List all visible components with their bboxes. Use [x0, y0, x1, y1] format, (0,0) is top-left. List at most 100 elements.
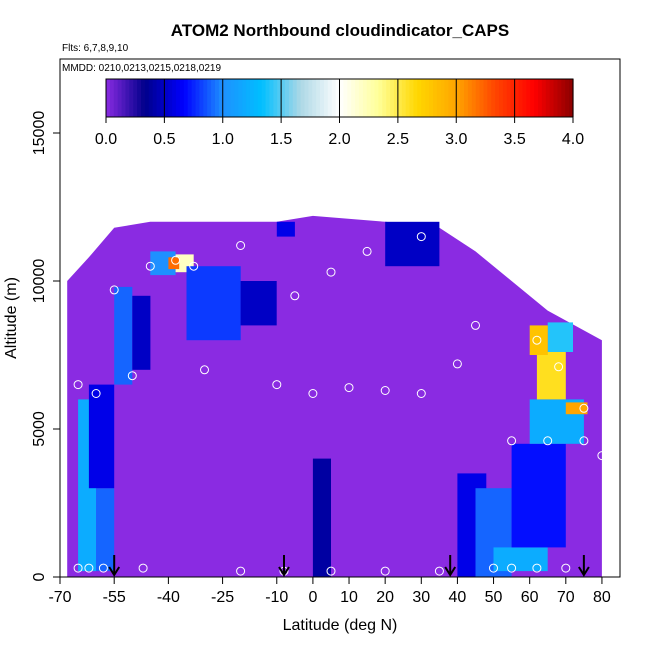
colorbar-segment — [456, 79, 461, 117]
colorbar-tick-label: 2.0 — [328, 131, 350, 148]
colorbar-segment — [269, 79, 274, 117]
colorbar-segment — [483, 79, 488, 117]
heatmap-layer — [67, 215, 602, 577]
y-tick-label: 10000 — [31, 259, 48, 304]
observation-point — [532, 335, 542, 345]
colorbar-tick-label: 0.5 — [153, 131, 175, 148]
colorbar-segment — [413, 79, 418, 117]
colorbar-segment — [366, 79, 372, 117]
heatmap-cell — [96, 488, 115, 572]
flights-note: Flts: 6,7,8,9,10 — [62, 43, 129, 54]
colorbar-segment — [409, 79, 415, 117]
heatmap-cell — [132, 295, 151, 370]
colorbar-segment — [491, 79, 496, 117]
observation-point — [73, 563, 83, 573]
colorbar-segment — [557, 79, 562, 117]
colorbar-segment — [358, 79, 364, 117]
x-tick-label: -10 — [265, 589, 288, 606]
observation-point — [98, 563, 108, 573]
colorbar-segment — [530, 79, 535, 117]
colorbar-segment — [199, 79, 204, 117]
heatmap-cell — [565, 402, 588, 415]
heatmap-cell — [385, 221, 440, 267]
observation-point — [138, 563, 148, 573]
colorbar-segment — [522, 79, 527, 117]
colorbar-segment — [222, 79, 228, 117]
colorbar-segment — [397, 79, 403, 117]
observation-point — [73, 380, 83, 390]
colorbar-segment — [339, 79, 344, 117]
colorbar-segment — [164, 79, 169, 117]
colorbar-segment — [156, 79, 162, 117]
observation-point — [290, 291, 300, 301]
colorbar-segment — [561, 79, 566, 117]
colorbar-segment — [432, 79, 438, 117]
observation-point — [145, 261, 155, 271]
heatmap-cell — [312, 458, 331, 577]
observation-point — [380, 386, 390, 395]
colorbar-segment — [214, 79, 220, 117]
y-axis-label: Altitude (m) — [3, 277, 20, 359]
colorbar-segment — [195, 79, 200, 117]
colorbar-segment — [288, 79, 294, 117]
observation-points — [73, 232, 607, 576]
observation-point — [73, 232, 83, 242]
heatmap-cell — [114, 286, 133, 385]
colorbar-segment — [308, 79, 313, 117]
observation-point — [507, 436, 517, 446]
observation-point — [416, 232, 426, 242]
observation-point — [171, 255, 181, 265]
x-tick-label: 30 — [412, 589, 430, 606]
observation-point — [471, 320, 480, 330]
heatmap-cell — [511, 443, 566, 548]
colorbar-segment — [331, 79, 337, 117]
colorbar-segment — [207, 79, 212, 117]
colorbar-segment — [545, 79, 551, 117]
heatmap-cell — [529, 325, 548, 355]
colorbar-segment — [327, 79, 333, 117]
x-axis: -70 -55 -40 -25 -10 0 10 20 30 40 50 60 70 80 — [48, 577, 611, 606]
colorbar-segment — [106, 79, 111, 117]
observation-point — [434, 566, 444, 576]
colorbar-segment — [518, 79, 524, 117]
observation-point — [308, 389, 318, 398]
colorbar-segment — [514, 79, 520, 117]
x-tick-label: 80 — [593, 589, 611, 606]
colorbar-segment — [144, 79, 150, 117]
colorbar-segment — [246, 79, 251, 117]
colorbar-segment — [281, 79, 286, 117]
colorbar-segment — [148, 79, 154, 117]
colorbar-segment — [253, 79, 259, 117]
observation-point — [579, 403, 589, 413]
colorbar-segment — [296, 79, 302, 117]
colorbar-segment — [312, 79, 317, 117]
colorbar-segment — [506, 79, 512, 117]
colorbar-segment — [191, 79, 197, 117]
colorbar-segment — [386, 79, 391, 117]
y-tick-label: 0 — [31, 572, 48, 581]
colorbar-tick-label: 3.5 — [504, 131, 526, 148]
observation-point — [597, 451, 607, 461]
flight-arrows — [108, 555, 590, 577]
colorbar-segment — [370, 79, 376, 117]
colorbar-segment — [569, 79, 574, 117]
y-tick-label: 5000 — [31, 411, 48, 447]
observation-point — [489, 563, 498, 573]
colorbar-segment — [362, 79, 368, 117]
colorbar-segment — [526, 79, 531, 117]
observation-point — [507, 563, 517, 573]
colorbar-segment — [510, 79, 516, 117]
colorbar-segment — [495, 79, 500, 117]
colorbar-segment — [257, 79, 263, 117]
colorbar-segment — [452, 79, 457, 117]
colorbar-segment — [160, 79, 165, 117]
colorbar-segment — [382, 79, 387, 117]
observation-point — [84, 563, 94, 573]
colorbar-segment — [534, 79, 539, 117]
x-tick-label: 70 — [557, 589, 575, 606]
y-axis: 0 5000 10000 15000 — [31, 111, 60, 581]
colorbar-segment — [176, 79, 181, 117]
colorbar-segment — [152, 79, 158, 117]
